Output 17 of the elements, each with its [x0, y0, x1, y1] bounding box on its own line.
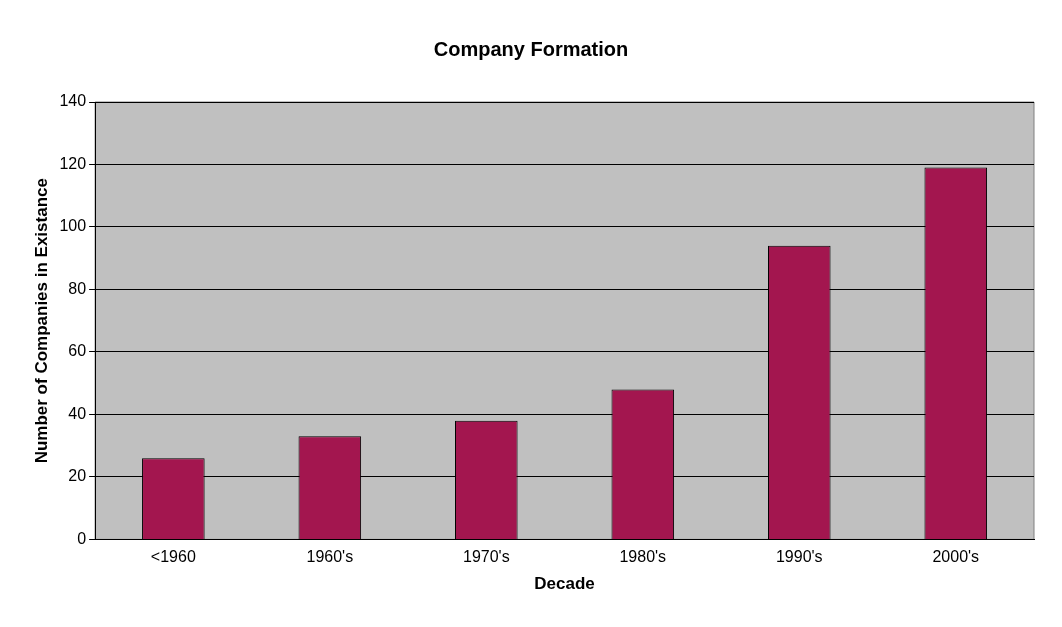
y-tick-label: 120 — [59, 154, 87, 172]
x-tick-label: 1980's — [619, 548, 667, 566]
x-tick-label: <1960 — [150, 548, 196, 566]
y-tick-label: 0 — [77, 529, 87, 547]
y-tick-label: 20 — [68, 467, 87, 485]
x-tick-label: 1970's — [462, 548, 510, 566]
y-axis-title: Number of Companies in Existance — [31, 178, 51, 464]
y-tick-label: 40 — [68, 404, 87, 422]
x-axis-title: Decade — [534, 574, 595, 594]
y-tick-label: 80 — [68, 279, 87, 297]
chart-title: Company Formation — [433, 37, 629, 60]
x-tick-label: 1960's — [306, 548, 354, 566]
x-tick-label: 1990's — [775, 548, 823, 566]
y-tick-label: 140 — [59, 92, 87, 110]
y-tick-label: 100 — [59, 217, 87, 235]
y-tick-label: 60 — [68, 342, 87, 360]
x-tick-label: 2000's — [932, 548, 980, 566]
